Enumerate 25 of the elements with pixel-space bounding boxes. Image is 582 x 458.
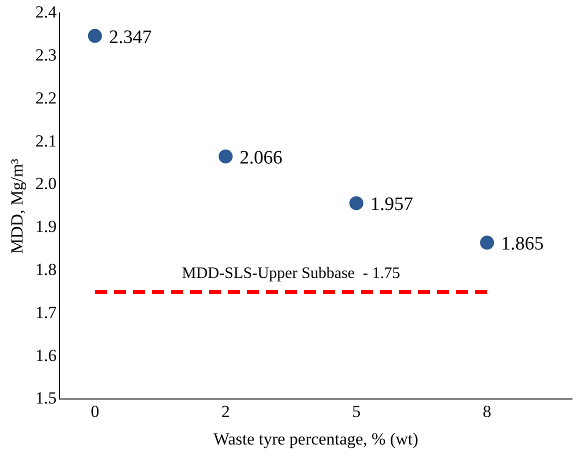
x-axis-title: Waste tyre percentage, % (wt): [213, 429, 418, 448]
point: [480, 236, 494, 250]
y-tick-label: 2.2: [35, 88, 57, 108]
point: [88, 28, 102, 43]
y-tick-label: 2.4: [35, 2, 58, 22]
data-label: 1.865: [501, 234, 544, 255]
x-tick-label: 8: [482, 402, 492, 421]
y-tick-label: 1.5: [35, 388, 57, 408]
x-tick-label: 0: [90, 402, 100, 421]
y-axis-title: MDD, Mg/m³: [8, 158, 27, 254]
point: [218, 149, 233, 164]
y-tick-label: 2.3: [35, 46, 57, 65]
y-tick-label: 1.9: [35, 217, 57, 236]
x-tick-label: 2: [221, 402, 230, 421]
y-tick-label: 1.7: [35, 302, 58, 322]
data-label: 1.957: [370, 194, 414, 216]
y-tick-label: 1.8: [35, 260, 57, 279]
data-label: 2.347: [108, 26, 152, 48]
series-label: MDD-SLS-Upper Subbase - 1.75: [182, 265, 400, 282]
y-tick-label: 2.0: [35, 174, 57, 194]
point: [349, 196, 364, 210]
data-label: 2.066: [240, 147, 282, 168]
y-tick-label: 2.1: [35, 131, 57, 150]
x-tick-label: 5: [352, 402, 361, 421]
y-tick-label: 1.6: [35, 346, 57, 365]
